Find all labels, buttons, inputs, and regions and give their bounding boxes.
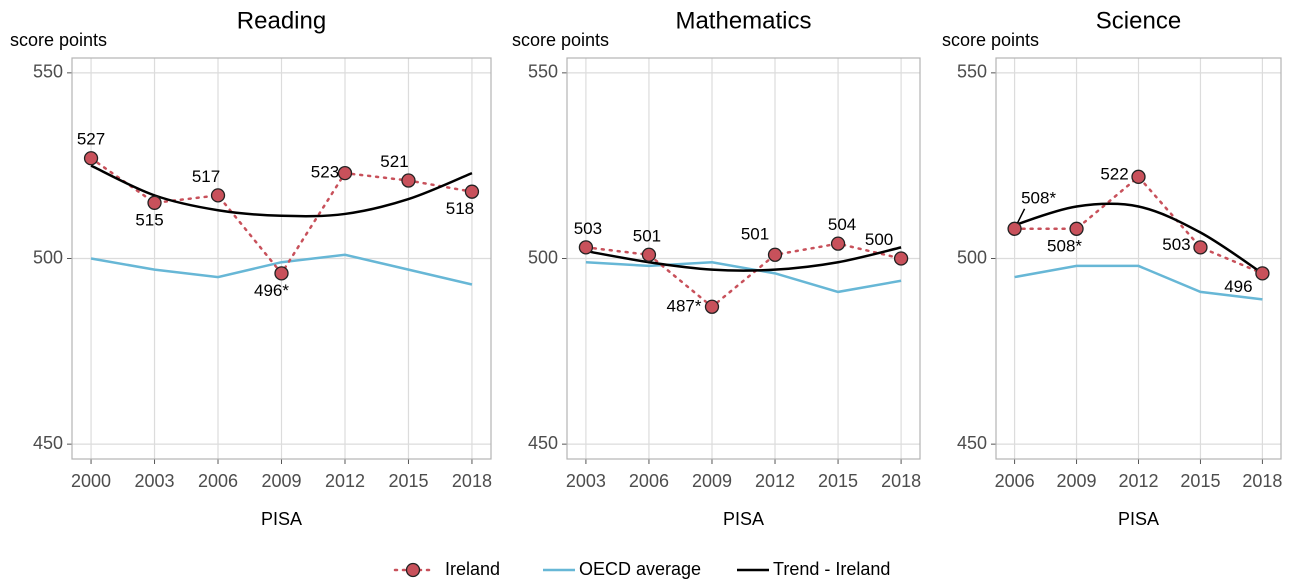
data-label: 504 xyxy=(828,215,856,234)
x-tick-label: 2015 xyxy=(1180,471,1220,491)
ireland-point xyxy=(578,240,594,255)
data-label: 487* xyxy=(666,296,701,315)
chart-title: Mathematics xyxy=(675,7,811,34)
y-axis-label: score points xyxy=(942,30,1039,50)
ireland-point xyxy=(83,151,99,166)
trend-line xyxy=(90,164,473,218)
data-label: 496* xyxy=(254,281,289,300)
ireland-point xyxy=(893,251,909,266)
y-axis-label: score points xyxy=(10,30,107,50)
trend-line xyxy=(585,246,902,272)
x-tick-label: 2018 xyxy=(1242,471,1282,491)
ireland-point xyxy=(704,299,720,314)
ireland-point xyxy=(830,236,846,251)
x-tick-label: 2018 xyxy=(452,471,492,491)
y-tick-label: 500 xyxy=(33,247,63,267)
y-tick-label: 500 xyxy=(957,247,987,267)
data-label: 522 xyxy=(1100,164,1128,183)
ireland-point xyxy=(464,184,480,199)
data-label: 521 xyxy=(380,152,408,171)
panel-border xyxy=(71,57,492,460)
y-tick-label: 500 xyxy=(528,247,558,267)
data-label: 501 xyxy=(633,226,661,245)
data-label: 518 xyxy=(446,199,474,218)
ireland-point xyxy=(147,195,162,210)
data-label: 523 xyxy=(311,163,339,182)
y-tick-label: 550 xyxy=(957,62,987,82)
ireland-point xyxy=(767,247,783,262)
x-tick-label: 2006 xyxy=(198,471,238,491)
data-label: 515 xyxy=(135,210,163,229)
x-tick-label: 2012 xyxy=(755,471,795,491)
x-tick-label: 2015 xyxy=(818,471,858,491)
x-tick-label: 2006 xyxy=(629,471,669,491)
y-tick-label: 550 xyxy=(33,62,63,82)
ireland-point xyxy=(401,173,416,188)
y-tick-label: 550 xyxy=(528,62,558,82)
y-tick-label: 450 xyxy=(957,433,987,453)
data-label: 501 xyxy=(741,224,769,243)
x-tick-label: 2015 xyxy=(388,471,428,491)
x-tick-label: 2003 xyxy=(135,471,175,491)
y-axis-label: score points xyxy=(512,30,609,50)
ireland-point xyxy=(1131,169,1146,184)
panel-border xyxy=(995,57,1282,460)
x-axis-label: PISA xyxy=(723,509,764,529)
ireland-point xyxy=(641,247,657,262)
x-tick-label: 2009 xyxy=(692,471,732,491)
ireland-point xyxy=(210,188,226,203)
panel-border xyxy=(566,57,921,460)
ireland-line xyxy=(584,242,903,309)
data-label: 508* xyxy=(1021,188,1056,207)
x-tick-label: 2012 xyxy=(1118,471,1158,491)
oecd-line xyxy=(585,260,902,294)
data-label: 496 xyxy=(1224,277,1252,296)
x-tick-label: 2000 xyxy=(71,471,111,491)
ireland-point xyxy=(1255,266,1270,281)
data-label: 527 xyxy=(77,130,105,149)
y-tick-label: 450 xyxy=(528,433,558,453)
ireland-point xyxy=(337,165,353,181)
oecd-line xyxy=(1014,264,1263,301)
data-label: 517 xyxy=(192,167,220,186)
oecd-line xyxy=(90,253,473,286)
x-tick-label: 2012 xyxy=(325,471,365,491)
x-tick-label: 2009 xyxy=(261,471,301,491)
data-label: 508* xyxy=(1047,236,1082,255)
x-axis-label: PISA xyxy=(261,509,302,529)
ireland-point xyxy=(1069,221,1084,236)
legend-label: Ireland xyxy=(445,559,500,579)
x-axis-label: PISA xyxy=(1118,509,1159,529)
data-label: 500 xyxy=(865,230,893,249)
legend-label: Trend - Ireland xyxy=(773,559,890,579)
data-label: 503 xyxy=(574,219,602,238)
chart-title: Science xyxy=(1096,7,1181,34)
trend-line xyxy=(1014,202,1264,275)
ireland-point xyxy=(1193,240,1208,255)
chart-title: Reading xyxy=(237,7,326,34)
data-label: 503 xyxy=(1162,235,1190,254)
legend-swatch xyxy=(405,562,421,578)
ireland-point xyxy=(1007,221,1022,236)
x-tick-label: 2003 xyxy=(566,471,606,491)
legend-label: OECD average xyxy=(579,559,701,579)
x-tick-label: 2006 xyxy=(995,471,1035,491)
x-tick-label: 2009 xyxy=(1057,471,1097,491)
y-tick-label: 450 xyxy=(33,433,63,453)
x-tick-label: 2018 xyxy=(881,471,921,491)
ireland-point xyxy=(274,266,289,281)
label-leader xyxy=(1016,208,1026,224)
